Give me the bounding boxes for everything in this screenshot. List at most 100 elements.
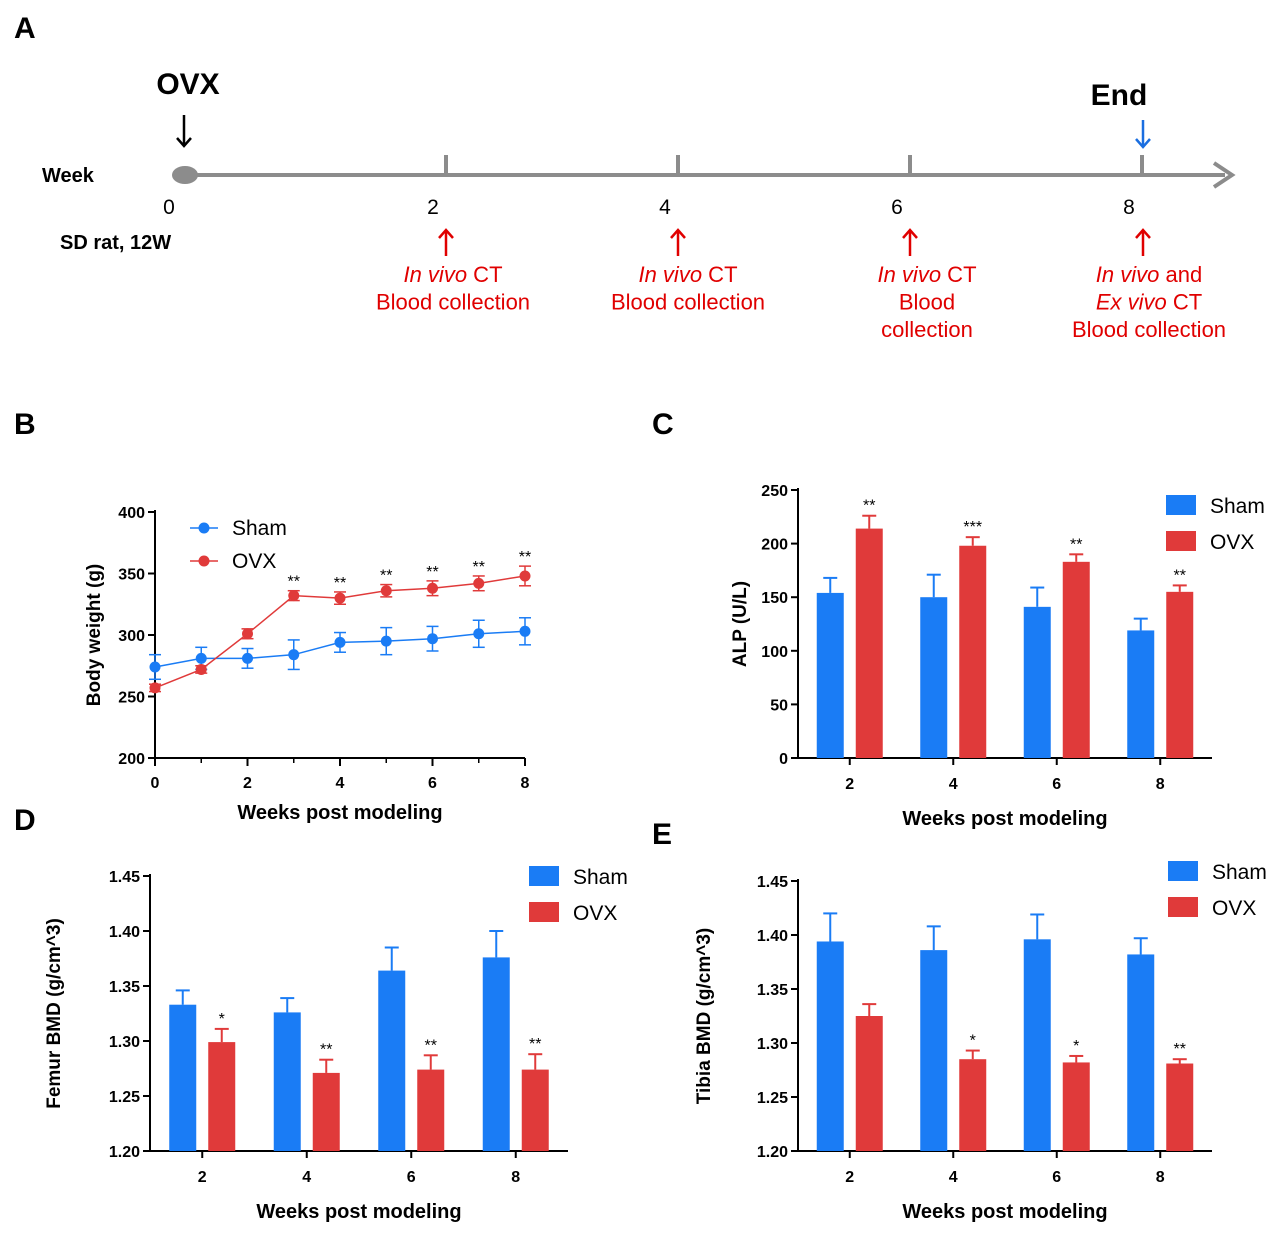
event-text: Blood collection — [611, 290, 765, 315]
x-axis-title: Weeks post modeling — [902, 1201, 1107, 1223]
x-tick-label: 6 — [1052, 1169, 1061, 1186]
significance-label: ** — [519, 549, 531, 566]
event-text: CT — [467, 262, 502, 287]
y-tick-label: 250 — [118, 690, 145, 707]
significance-label: ** — [334, 575, 346, 592]
y-tick-label: 1.45 — [109, 869, 140, 886]
y-tick-label: 1.35 — [109, 979, 140, 996]
x-tick-label: 8 — [1156, 776, 1165, 793]
sham-legend-swatch — [1166, 495, 1196, 515]
panel-label-c: C — [652, 408, 674, 441]
event-arrow-icon — [902, 228, 918, 256]
significance-label: * — [1073, 1038, 1079, 1055]
y-tick-label: 50 — [770, 697, 788, 714]
sham-bar — [920, 597, 948, 758]
sham-legend-marker — [198, 522, 210, 534]
y-tick-label: 1.45 — [757, 874, 788, 891]
y-tick-label: 100 — [761, 644, 788, 661]
event-text: Blood collection — [376, 290, 530, 315]
significance-label: ** — [863, 498, 875, 515]
significance-label: ** — [1174, 1041, 1186, 1058]
ovx-bar — [208, 1042, 236, 1151]
event-text: and — [1159, 262, 1202, 287]
x-tick-label: 6 — [1052, 776, 1061, 793]
legend-label: OVX — [573, 902, 617, 925]
ovx-point — [149, 682, 161, 694]
timeline-tick-label: 2 — [427, 196, 439, 219]
event-italic-text: Ex vivo — [1096, 290, 1167, 315]
sham-bar — [1127, 954, 1155, 1151]
y-tick-label: 1.40 — [757, 928, 788, 945]
y-tick-label: 400 — [118, 505, 145, 522]
ovx-bar — [521, 1069, 549, 1151]
timeline-tick-label: 8 — [1123, 196, 1135, 219]
y-tick-label: 1.25 — [757, 1090, 788, 1107]
timeline-event-line: Blood collection — [376, 290, 530, 315]
y-tick-label: 1.30 — [757, 1036, 788, 1053]
x-tick-label: 2 — [845, 776, 854, 793]
legend-label: Sham — [1212, 861, 1267, 884]
x-tick-label: 0 — [151, 775, 160, 792]
body-weight-chart: 200 250 300 350 400 0 2 4 6 8 ** ** ** ** ** ** Weeks po… — [84, 505, 531, 824]
y-tick-label: 1.30 — [109, 1034, 140, 1051]
ovx-point — [427, 582, 438, 594]
y-tick-label: 150 — [761, 590, 788, 607]
sham-bar — [1127, 630, 1155, 758]
ovx-bar — [1166, 1063, 1194, 1151]
sham-point — [288, 649, 300, 661]
timeline-event-line: Blood collection — [611, 290, 765, 315]
y-axis-title: Body weight (g) — [84, 564, 105, 706]
y-axis-title: ALP (U/L) — [730, 581, 751, 667]
timeline-event-line: In vivo and — [1096, 262, 1202, 287]
ovx-bar — [312, 1072, 340, 1151]
sham-point — [380, 635, 392, 647]
y-tick-label: 350 — [118, 567, 145, 584]
timeline-tick-label: 0 — [163, 196, 175, 219]
sham-legend-swatch — [529, 866, 559, 886]
end-arrow-icon — [1135, 120, 1151, 149]
significance-label: * — [970, 1033, 976, 1050]
panel-label-b: B — [14, 408, 36, 441]
legend-label: OVX — [232, 550, 276, 573]
timeline-event-line: In vivo CT — [403, 262, 502, 287]
y-tick-label: 1.20 — [757, 1144, 788, 1161]
ovx-point — [195, 663, 207, 675]
y-tick-label: 1.20 — [109, 1144, 140, 1161]
timeline-start-label: OVX — [156, 68, 219, 101]
x-tick-label: 2 — [845, 1169, 854, 1186]
timeline-event-line: Blood collection — [1072, 317, 1226, 342]
event-arrow-icon — [670, 228, 686, 256]
sham-legend-swatch — [1168, 861, 1198, 881]
ovx-bar — [959, 545, 987, 758]
timeline-axis-label: Week — [42, 165, 95, 187]
ovx-bar — [1062, 1062, 1090, 1151]
timeline-tick-label: 4 — [659, 196, 671, 219]
ovx-bar — [855, 528, 883, 758]
timeline-arrowhead — [1212, 161, 1236, 189]
ovx-bar — [855, 1016, 883, 1151]
x-axis-title: Weeks post modeling — [256, 1201, 461, 1223]
y-tick-label: 250 — [761, 483, 788, 500]
ovx-bar — [1062, 561, 1090, 758]
y-tick-label: 0 — [779, 751, 788, 768]
y-axis-title: Tibia BMD (g/cm^3) — [694, 928, 715, 1104]
ovx-point — [334, 592, 346, 604]
x-tick-label: 6 — [407, 1169, 416, 1186]
x-tick-label: 4 — [336, 775, 345, 792]
significance-label: ** — [320, 1042, 332, 1059]
sham-point — [334, 636, 346, 648]
event-text: CT — [941, 262, 976, 287]
event-text: CT — [702, 262, 737, 287]
event-arrow-icon — [438, 228, 454, 256]
panel-label-e: E — [652, 818, 672, 851]
significance-label: ** — [1174, 567, 1186, 584]
event-text: Blood collection — [1072, 317, 1226, 342]
x-tick-label: 8 — [511, 1169, 520, 1186]
significance-label: ** — [380, 568, 392, 585]
legend-label: Sham — [1210, 495, 1265, 518]
sham-bar — [482, 957, 510, 1151]
x-tick-label: 2 — [198, 1169, 207, 1186]
x-axis-title: Weeks post modeling — [902, 808, 1107, 830]
